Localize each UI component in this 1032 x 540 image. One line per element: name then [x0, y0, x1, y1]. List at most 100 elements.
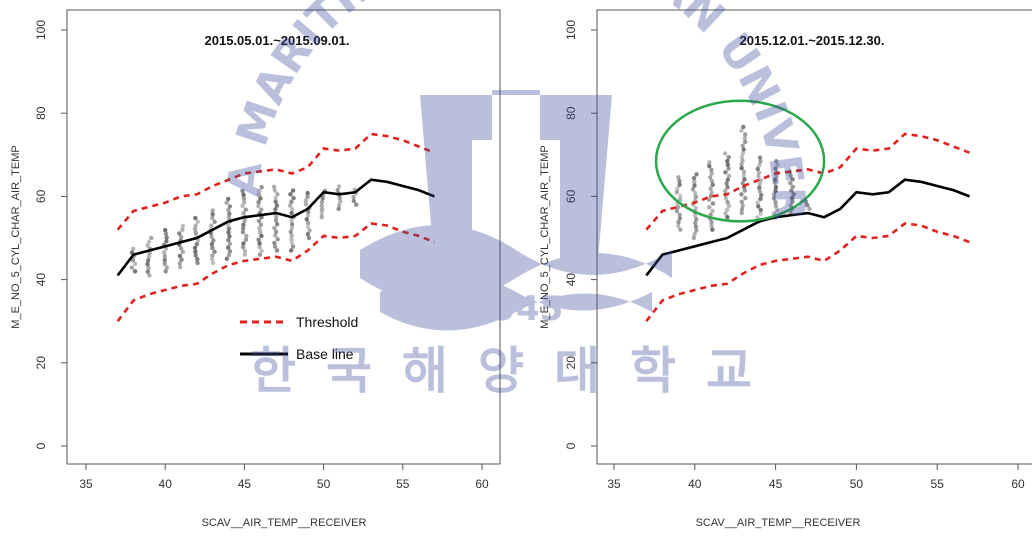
scatter-point: [225, 245, 231, 250]
scatter-point: [772, 177, 778, 182]
chart-title: 2015.05.01.~2015.09.01.: [205, 33, 350, 48]
scatter-point: [739, 210, 744, 216]
scatter-point: [773, 185, 779, 190]
scatter-point: [773, 203, 779, 209]
legend-baseline-label: Base line: [296, 346, 354, 362]
scatter-point: [723, 170, 728, 175]
scatter-point: [258, 196, 263, 201]
scatter-point: [742, 188, 748, 193]
scatter-point: [723, 196, 729, 201]
x-tick-label: 50: [850, 477, 864, 491]
scatter-point: [678, 227, 683, 232]
scatter-point: [675, 186, 680, 191]
scatter-point: [226, 207, 231, 213]
scatter-point: [739, 154, 745, 160]
scatter-point: [177, 231, 182, 236]
x-tick-label: 40: [159, 477, 173, 491]
scatter-point: [209, 223, 214, 228]
scatter-point: [756, 204, 761, 209]
scatter-point: [307, 228, 312, 233]
scatter-point: [724, 181, 729, 186]
scatter-point: [677, 212, 682, 217]
scatter-point: [694, 228, 699, 233]
scatter-point: [193, 253, 198, 258]
scatter-point: [757, 181, 762, 187]
scatter-point: [740, 203, 745, 208]
scatter-point: [755, 200, 760, 205]
scatter-point: [274, 214, 279, 219]
anomaly-highlight-ellipse: [654, 99, 826, 223]
scatter-point: [180, 227, 185, 232]
scatter-point: [226, 230, 231, 235]
scatter-point: [209, 234, 214, 239]
scatter-point: [756, 174, 761, 179]
scatter-point: [692, 232, 697, 237]
scatter-point: [145, 262, 150, 267]
scatter-point: [678, 193, 683, 199]
scatter-point: [241, 241, 246, 246]
scatter-point: [179, 257, 184, 262]
scatter-point: [209, 257, 215, 262]
scatter-point: [272, 225, 277, 231]
seal-wave: [360, 225, 672, 303]
scatter-point: [289, 225, 295, 231]
scatter-point: [353, 202, 359, 207]
scatter-point: [259, 185, 264, 190]
scatter-point: [773, 166, 778, 171]
scatter-point: [790, 199, 795, 205]
scatter-point: [743, 195, 748, 201]
scatter-point: [790, 177, 795, 182]
scatter-point: [226, 215, 232, 220]
scatter-point: [305, 224, 311, 229]
baseline-series-line: [116, 178, 435, 277]
scatter-point: [741, 124, 746, 130]
scatter-point: [351, 195, 356, 200]
y-tick-label: 80: [34, 106, 48, 120]
scatter-point: [709, 219, 714, 225]
scatter-point: [742, 139, 748, 145]
scatter-point: [306, 209, 311, 214]
scatter-point: [240, 188, 245, 194]
scatter-point: [319, 207, 325, 212]
scatter-point: [771, 196, 777, 201]
y-tick-label: 20: [564, 356, 578, 370]
university-seal-watermark: KOREA MARITIME AND OCEAN UNIVERSITY 1945…: [0, 0, 814, 400]
scatter-point: [725, 185, 730, 190]
scatter-point: [740, 158, 745, 163]
scatter-point: [177, 264, 183, 270]
x-axis-label: SCAV__AIR_TEMP__RECEIVER: [696, 517, 861, 529]
scatter-point: [146, 239, 152, 244]
scatter-point: [256, 203, 261, 209]
scatter-point: [289, 222, 295, 227]
scatter-point: [758, 159, 763, 164]
scatter-point: [709, 223, 714, 229]
scatter-point: [145, 269, 150, 274]
scatter-point: [790, 195, 795, 201]
scatter-point: [336, 206, 341, 212]
scatter-point: [742, 135, 748, 141]
scatter-point: [149, 235, 154, 241]
scatter-point: [677, 178, 682, 184]
scatter-point: [164, 239, 169, 244]
scatter-point: [758, 177, 764, 183]
scatter-point: [676, 223, 681, 229]
y-tick-label: 60: [34, 189, 48, 203]
scatter-point: [722, 151, 728, 156]
scatter-point: [291, 195, 296, 201]
scatter-point: [788, 180, 793, 186]
scatter-point: [224, 200, 229, 205]
scatter-point: [288, 229, 293, 234]
scatter-point: [258, 222, 264, 227]
scatter-point: [739, 207, 745, 212]
scatter-point: [289, 240, 295, 246]
scatter-point: [210, 208, 215, 213]
x-tick-label: 60: [475, 477, 489, 491]
scatter-point: [257, 241, 262, 246]
scatter-point: [725, 200, 730, 205]
scatter-point: [210, 245, 215, 251]
scatter-point: [274, 203, 280, 208]
scatter-point: [739, 199, 744, 205]
scatter-point: [726, 203, 732, 209]
y-tick-label: 100: [564, 20, 578, 40]
scatter-point: [303, 198, 309, 203]
